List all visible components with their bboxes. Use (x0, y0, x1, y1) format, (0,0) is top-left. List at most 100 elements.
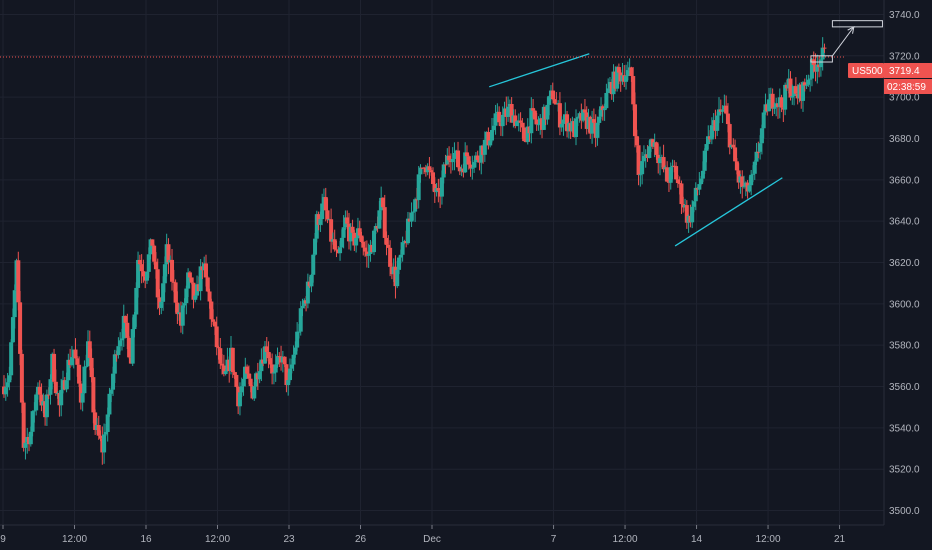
candle-body (636, 145, 641, 175)
candle-body (116, 346, 121, 355)
candle-body (84, 366, 89, 368)
candle-body (532, 110, 537, 120)
candle-body (141, 271, 146, 277)
candle-body (305, 281, 310, 304)
candle-body (700, 170, 705, 179)
candle-body (595, 122, 600, 138)
candle-body (372, 230, 377, 253)
candle-body (565, 114, 570, 132)
candle-body (66, 359, 71, 381)
candle-body (770, 93, 775, 109)
candle-body (634, 136, 639, 146)
candle-body (175, 302, 180, 315)
candle-body (332, 239, 337, 250)
candle-body (582, 109, 587, 113)
candle-body (148, 239, 153, 255)
y-axis-labels[interactable]: 3500.0 3520.0 3540.0 3560.0 3580.0 3600.0 3620… (889, 10, 920, 517)
candle-body (186, 272, 191, 289)
arrow-line[interactable] (831, 26, 855, 57)
candle-body (779, 97, 784, 108)
candle-body (506, 106, 511, 117)
candle-body (439, 177, 444, 197)
candle-body (339, 237, 344, 248)
candle-body (300, 305, 305, 309)
candle-body (684, 205, 689, 223)
candle-body (397, 257, 402, 270)
x-tick-label: 26 (355, 534, 367, 545)
highlight-rectangle[interactable] (810, 55, 833, 63)
candle-body (153, 261, 158, 270)
candle-body (489, 130, 494, 141)
candle-body (361, 241, 366, 248)
candle-body (136, 259, 141, 288)
trendline[interactable] (488, 53, 590, 88)
candle-body (715, 115, 720, 131)
candle-body (39, 394, 44, 406)
candle-body (246, 373, 251, 379)
candle-body (21, 402, 26, 448)
candle-body (466, 156, 471, 165)
x-tick-label: 7 (551, 534, 557, 545)
candle-body (411, 211, 416, 213)
candle-body (288, 368, 292, 381)
candle-body (752, 161, 757, 174)
candle-body (665, 167, 670, 182)
candle-body (767, 99, 772, 112)
candle-body (615, 67, 620, 89)
x-tick-label: 12:00 (62, 534, 87, 545)
y-tick-label: 3740.0 (889, 10, 920, 21)
candle-body (801, 82, 806, 101)
candle-body (758, 143, 763, 152)
candle-body (46, 394, 51, 396)
candle-body (96, 425, 101, 436)
candle-body (350, 226, 355, 233)
candle-body (359, 235, 364, 242)
candle-body (674, 166, 679, 180)
x-axis-labels[interactable]: 9 12:00 16 12:00 23 26 Dec 7 12:00 14 12:00 21 (0, 525, 846, 545)
candle-body (318, 219, 323, 225)
candle-body (629, 67, 634, 77)
x-tick-label: 14 (691, 534, 703, 545)
candle-body (127, 337, 132, 358)
candle-body (268, 358, 273, 365)
candle-body (709, 125, 714, 140)
target-rectangle[interactable] (831, 20, 883, 28)
candle-body (320, 203, 325, 220)
candle-body (679, 183, 684, 205)
x-tick-label: 21 (834, 534, 846, 545)
y-tick-label: 3720.0 (889, 51, 920, 62)
candle-body (366, 253, 371, 256)
candle-body (325, 210, 330, 220)
drawing-tools[interactable] (488, 20, 883, 247)
arrow-head[interactable] (847, 25, 855, 34)
candle-body (756, 151, 761, 153)
candle-body (754, 151, 759, 162)
candle-body (513, 115, 518, 126)
candle-body (486, 131, 491, 146)
candle-body (146, 254, 151, 272)
candle-body (436, 188, 441, 191)
candle-body (150, 239, 155, 246)
candle-body (241, 379, 246, 387)
candle-body (552, 99, 557, 104)
candle-body (482, 139, 487, 155)
candle-body (9, 342, 14, 376)
candle-body (78, 383, 83, 403)
candle-body (808, 78, 813, 80)
candle-body (119, 338, 124, 341)
candle-body (162, 264, 167, 284)
candle-body (416, 174, 421, 201)
trendline[interactable] (674, 177, 783, 247)
candle-body (18, 302, 23, 354)
candle-body (254, 373, 259, 387)
candle-body (575, 117, 580, 119)
candle-body (284, 364, 289, 386)
x-tick-label: 12:00 (613, 534, 638, 545)
candle-body (152, 245, 157, 262)
candle-body (647, 146, 652, 158)
candle-body (641, 156, 646, 162)
candle-body (132, 314, 137, 330)
candle-body (604, 92, 609, 109)
candle-body (822, 47, 827, 49)
